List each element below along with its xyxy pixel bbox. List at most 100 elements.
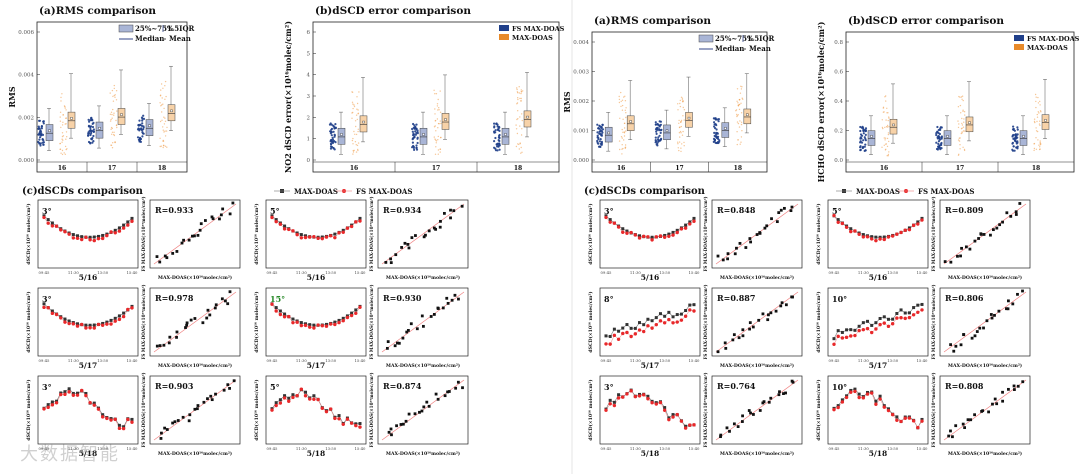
right-b-strip-point [936,125,939,129]
left-row0-col1-scatter-point [434,227,438,231]
left-row0-col0-fs-point [54,224,59,228]
right-row0-col1-fs-point [853,229,857,233]
right-row1-col1-time-tick: 15:40 [917,358,929,363]
left-b-strip-point [516,132,519,135]
left-b-iqr-box [523,110,532,128]
left-row1-col0-fs-point [121,314,126,319]
right-b-strip-point [862,139,865,142]
left-a-strip-point [115,99,118,101]
right-b-iqr-box [889,118,898,135]
left-row0-col1-fs-point [291,229,295,233]
right-row0-col0-scatter-point [721,258,725,262]
left-a-strip-point [60,126,62,129]
right-a-strip-point [622,131,624,133]
right-row0-col1-scatter-point [1005,211,1009,215]
left-row2-col0-max-point [122,425,126,429]
right-row2-col1-fs-point [878,397,882,401]
left-a-strip-point [111,113,113,116]
right-b-strip-point [1039,146,1041,148]
left-row1-col1-scatter-point [401,336,405,340]
right-a-strip-point [738,108,741,111]
left-b-mean-marker [422,133,425,136]
right-a-strip-point [619,148,621,151]
right-row1-col0-fit-line [715,291,799,353]
left-row0-col0-scatter-point [199,222,203,226]
left-row2-col1-time-tick: 11:30 [296,446,308,451]
left-row1-col1-angle-label: 15° [270,294,285,304]
left-row1-col0-scatter-point [155,344,159,348]
right-row2-col0-scatter-xlabel: MAX-DOAS(×10¹⁶molec/cm²) [720,450,794,457]
left-row1-col1-scatter-point [446,301,450,305]
left-b-legend-fs-swatch [499,25,509,31]
right-a-iqr-box [743,108,752,125]
left-b-strip-point [496,125,499,128]
right-row0-col0-date-label: 5/16 [641,273,659,282]
right-row2-col0-fs-point [642,393,646,397]
right-b-strip-point [888,151,890,153]
left-row1-col1-fs-point [308,325,312,329]
right-row0-col0-scatter-point [789,209,793,213]
right-row2-col0-fs-point [692,423,696,427]
right-a-ytick-label: 0.004 [573,40,589,46]
left-b-strip-point [434,138,436,140]
right-a-legend-box-label: 25%~75% [715,34,754,43]
left-b-strip-point [412,122,415,126]
right-row0-col1-scatter-point [1009,214,1013,218]
right-a-mean-marker [746,113,749,116]
left-row2-col0-max-point [130,417,134,421]
left-a-strip-point [39,144,42,147]
left-a-iqr-box [117,108,126,125]
left-a-strip-point [113,94,116,97]
left-row1-col1-scatter-frame [377,287,469,357]
right-row2-col0-angle-label: 3° [604,382,614,392]
right-row0-col1-fs-point [844,225,849,229]
left-row2-col0-fs-point [121,426,126,431]
left-row1-col1-fs-point [278,312,283,317]
right-row1-col1-ylabel: dSCD(×10¹⁶ molec/cm²) [815,291,822,352]
left-row1-col1-max-point [299,321,303,325]
left-a-iqr-box [45,124,54,141]
left-b-strip-point [497,144,500,147]
left-a-strip-point [65,131,68,133]
left-row1-col0-fs-point [84,326,88,330]
right-row2-col1-max-point [886,407,890,411]
right-a-strip-point [677,103,679,105]
left-row2-col0-max-point [101,413,105,417]
left-a-strip-point [42,120,45,123]
left-row1-col1-fs-point [295,320,299,324]
left-b-iqr-box [359,115,368,133]
left-row0-col0-time-tick: 11:30 [68,270,80,275]
left-row2-col0-max-point [50,400,54,404]
left-row2-col1-scatter-xlabel: MAX-DOAS(×10¹⁶molec/cm²) [386,450,460,457]
left-row2-col1-max-point [354,422,358,426]
left-a-title: (a)RMS comparison [39,5,156,17]
right-row1-col1-fs-point [920,308,924,312]
left-a-legend-box-swatch [118,24,134,33]
right-row1-col0-scatter-point [774,309,778,313]
left-row1-col1-fs-point [328,322,333,326]
right-b-strip-point [964,130,966,132]
right-a-legend-mean-label: Mean [749,44,771,53]
left-b-strip-point [493,126,496,129]
right-row0-col0-scatter-point [790,205,794,209]
right-a-strip-point [714,123,717,126]
right-row1-col1-scatter-point [973,334,977,338]
right-row2-col0-fs-point [612,403,617,408]
left-row0-col1-scatter-point [389,261,393,265]
right-b-strip-point [1015,142,1018,145]
left-row2-col1-fs-point [341,422,345,426]
right-b-strip-point [887,155,889,157]
left-row2-col1-fs-point [282,396,287,400]
left-b-strip-point [356,144,359,147]
left-row0-col1-max-point [274,218,278,222]
left-row2-col1-fs-point [354,423,358,428]
left-row0-col1-date-label: 5/16 [307,273,325,282]
left-row1-col1-time-tick: 09:45 [267,358,279,363]
left-a-strip-point [110,144,112,146]
right-row2-col0-scatter-frame [711,375,803,445]
left-row2-col1-scatter-point [420,409,424,413]
left-b-strip-point [521,113,523,115]
right-b-strip-point [1011,142,1014,145]
right-row2-col0-scatter-point [784,391,787,395]
right-row0-col1-fs-point [836,220,840,224]
